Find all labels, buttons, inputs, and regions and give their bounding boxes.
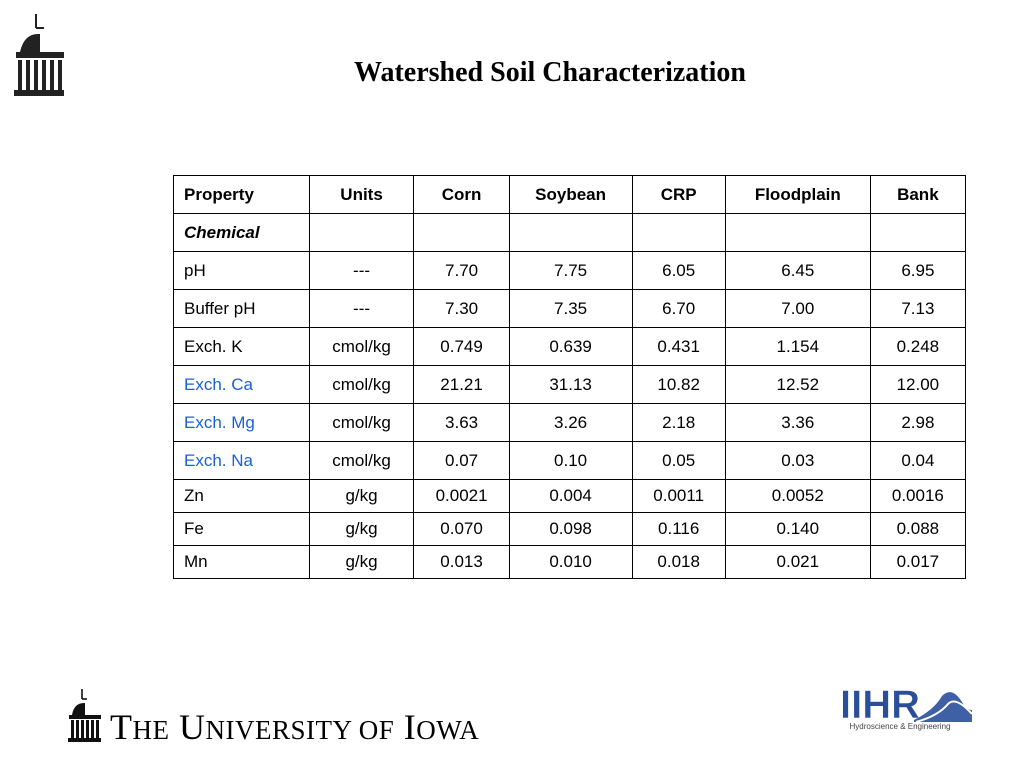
table-row: Exch. Na cmol/kg 0.07 0.10 0.05 0.03 0.04 [173, 441, 967, 480]
value-cell: 0.116 [631, 512, 726, 546]
table-row: Exch. Ca cmol/kg 21.21 31.13 10.82 12.52 12.00 [173, 365, 967, 404]
section-label: Chemical [173, 213, 310, 252]
value-cell: 0.070 [413, 512, 510, 546]
value-cell: 6.05 [631, 251, 726, 290]
value-cell: 0.05 [631, 441, 726, 480]
value-cell: 0.018 [631, 545, 726, 579]
value-cell: 0.021 [724, 545, 871, 579]
value-cell: 0.04 [869, 441, 967, 480]
value-cell: 0.004 [508, 479, 633, 513]
units-cell: cmol/kg [308, 403, 415, 442]
property-cell: Exch. K [173, 327, 310, 366]
header-property: Property [173, 175, 310, 214]
value-cell: 10.82 [631, 365, 726, 404]
table-row: Mn g/kg 0.013 0.010 0.018 0.021 0.017 [173, 545, 967, 579]
value-cell: 7.00 [724, 289, 871, 328]
value-cell: 0.0021 [413, 479, 510, 513]
header-corn: Corn [413, 175, 510, 214]
value-cell: 7.13 [869, 289, 967, 328]
value-cell: 0.07 [413, 441, 510, 480]
units-cell: g/kg [308, 479, 415, 513]
value-cell: 0.431 [631, 327, 726, 366]
table-header-row: Property Units Corn Soybean CRP Floodpla… [173, 175, 967, 214]
table-row: pH --- 7.70 7.75 6.05 6.45 6.95 [173, 251, 967, 290]
value-cell: 0.0016 [869, 479, 967, 513]
value-cell: 0.140 [724, 512, 871, 546]
value-cell: 0.088 [869, 512, 967, 546]
value-cell: 0.03 [724, 441, 871, 480]
header-bank: Bank [869, 175, 967, 214]
table-row: Buffer pH --- 7.30 7.35 6.70 7.00 7.13 [173, 289, 967, 328]
property-cell: Zn [173, 479, 310, 513]
value-cell: 7.35 [508, 289, 633, 328]
units-cell: --- [308, 289, 415, 328]
section-row: Chemical [173, 213, 967, 252]
property-cell: Fe [173, 512, 310, 546]
value-cell: 21.21 [413, 365, 510, 404]
value-cell: 0.0052 [724, 479, 871, 513]
units-cell: g/kg [308, 512, 415, 546]
property-cell: Exch. Mg [173, 403, 310, 442]
value-cell: 0.098 [508, 512, 633, 546]
units-cell: cmol/kg [308, 365, 415, 404]
university-name: THE UNIVERSITY OF IOWA [110, 707, 480, 747]
value-cell: 31.13 [508, 365, 633, 404]
header-soybean: Soybean [508, 175, 633, 214]
header-floodplain: Floodplain [724, 175, 871, 214]
value-cell: 0.639 [508, 327, 633, 366]
value-cell: 0.0011 [631, 479, 726, 513]
units-cell: --- [308, 251, 415, 290]
old-capitol-footer-icon [68, 689, 101, 742]
value-cell: 2.98 [869, 403, 967, 442]
value-cell: 3.26 [508, 403, 633, 442]
old-capitol-icon [14, 14, 64, 96]
value-cell: 0.749 [413, 327, 510, 366]
value-cell: 7.70 [413, 251, 510, 290]
value-cell: 3.36 [724, 403, 871, 442]
property-cell: pH [173, 251, 310, 290]
value-cell: 6.45 [724, 251, 871, 290]
table-row: Zn g/kg 0.0021 0.004 0.0011 0.0052 0.0016 [173, 479, 967, 513]
units-cell: cmol/kg [308, 327, 415, 366]
soil-table: Property Units Corn Soybean CRP Floodpla… [173, 175, 967, 579]
iihr-subtitle: Hydroscience & Engineering [849, 722, 951, 731]
property-cell: Exch. Ca [173, 365, 310, 404]
value-cell: 0.017 [869, 545, 967, 579]
value-cell: 12.00 [869, 365, 967, 404]
value-cell: 0.010 [508, 545, 633, 579]
property-cell: Buffer pH [173, 289, 310, 328]
table-row: Fe g/kg 0.070 0.098 0.116 0.140 0.088 [173, 512, 967, 546]
header-crp: CRP [631, 175, 726, 214]
value-cell: 0.013 [413, 545, 510, 579]
value-cell: 6.95 [869, 251, 967, 290]
units-cell: cmol/kg [308, 441, 415, 480]
value-cell: 2.18 [631, 403, 726, 442]
iihr-logo: IIHR [838, 682, 972, 727]
value-cell: 3.63 [413, 403, 510, 442]
units-cell: g/kg [308, 545, 415, 579]
iihr-logo-text: IIHR [840, 683, 920, 727]
value-cell: 7.30 [413, 289, 510, 328]
value-cell: 1.154 [724, 327, 871, 366]
property-cell: Mn [173, 545, 310, 579]
value-cell: 0.248 [869, 327, 967, 366]
value-cell: 0.10 [508, 441, 633, 480]
value-cell: 7.75 [508, 251, 633, 290]
property-cell: Exch. Na [173, 441, 310, 480]
table-row: Exch. Mg cmol/kg 3.63 3.26 2.18 3.36 2.98 [173, 403, 967, 442]
page-title: Watershed Soil Characterization [354, 57, 746, 88]
header-units: Units [308, 175, 415, 214]
value-cell: 6.70 [631, 289, 726, 328]
value-cell: 12.52 [724, 365, 871, 404]
